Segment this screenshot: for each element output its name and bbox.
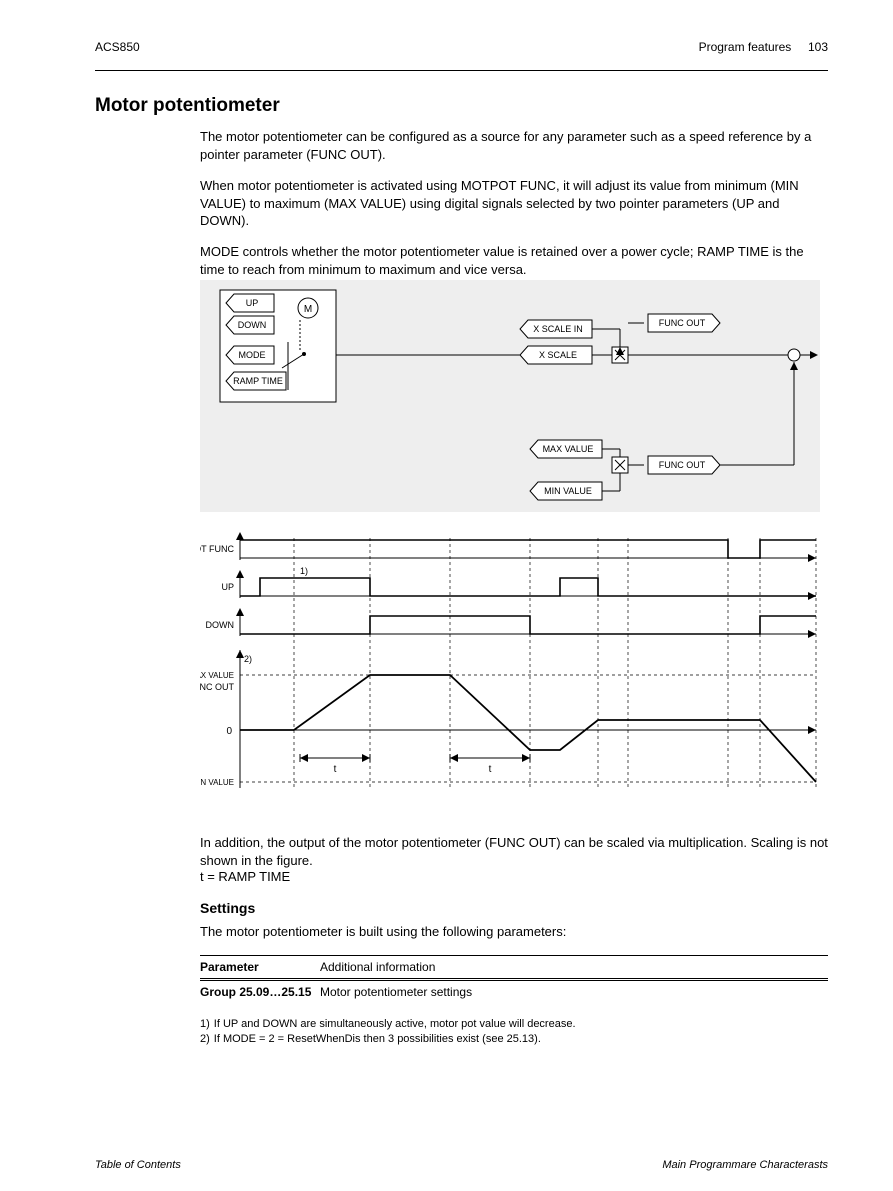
motor-potentiometer-diagram: M UP DOWN MODE RAMP TIME X SCALE IN X SCALE FUN… [200, 280, 820, 800]
svg-text:MIN VALUE: MIN VALUE [544, 486, 592, 496]
footnote: 1)If UP and DOWN are simultaneously acti… [200, 1018, 828, 1030]
settings-intro: The motor potentiometer is built using t… [200, 924, 828, 939]
svg-text:X SCALE: X SCALE [539, 350, 577, 360]
svg-text:MOTPOT FUNC: MOTPOT FUNC [200, 544, 234, 554]
svg-text:MAX VALUE: MAX VALUE [543, 444, 594, 454]
paragraph: When motor potentiometer is activated us… [200, 177, 828, 230]
svg-text:MODE: MODE [239, 350, 266, 360]
settings-table: Parameter Additional information Group 2… [200, 955, 828, 1003]
paragraph: In addition, the output of the motor pot… [200, 834, 828, 869]
svg-text:2): 2) [244, 654, 252, 664]
page-header: ACS850 Program features 103 [95, 40, 828, 54]
header-left: ACS850 [95, 40, 140, 54]
paragraph: MODE controls whether the motor potentio… [200, 243, 828, 278]
svg-text:t: t [489, 764, 492, 775]
footer-right: Main Programmare Characterasts [662, 1159, 828, 1171]
svg-text:1): 1) [300, 566, 308, 576]
paragraph: The motor potentiometer can be configure… [200, 128, 828, 163]
table-col-header: Parameter [200, 960, 320, 974]
svg-text:DOWN: DOWN [238, 320, 267, 330]
table-col-header: Additional information [320, 960, 828, 974]
svg-text:MIN VALUE: MIN VALUE [200, 778, 234, 787]
svg-text:FUNC OUT: FUNC OUT [659, 318, 706, 328]
section-heading: Motor potentiometer [95, 95, 280, 117]
settings-heading: Settings [200, 900, 255, 916]
table-cell: Motor potentiometer settings [320, 985, 828, 999]
table-cell: Group 25.09…25.15 [200, 985, 320, 999]
paragraph: t = RAMP TIME [200, 868, 828, 886]
svg-text:DOWN: DOWN [206, 620, 235, 630]
svg-text:0: 0 [226, 726, 232, 737]
footnote: 2)If MODE = 2 = ResetWhenDis then 3 poss… [200, 1033, 828, 1045]
table-header-row: Parameter Additional information [200, 955, 828, 978]
svg-text:t: t [334, 764, 337, 775]
header-rule [95, 70, 828, 71]
header-right: Program features 103 [699, 40, 828, 54]
svg-text:MAX VALUE: MAX VALUE [200, 671, 234, 680]
svg-text:UP: UP [221, 582, 234, 592]
svg-text:M: M [304, 304, 312, 315]
svg-text:FUNC OUT: FUNC OUT [200, 682, 234, 692]
svg-text:UP: UP [246, 298, 259, 308]
footer-left: Table of Contents [95, 1159, 181, 1171]
svg-text:X SCALE IN: X SCALE IN [533, 324, 583, 334]
svg-text:FUNC OUT: FUNC OUT [659, 460, 706, 470]
svg-text:RAMP TIME: RAMP TIME [233, 376, 283, 386]
table-row: Group 25.09…25.15 Motor potentiometer se… [200, 978, 828, 1003]
